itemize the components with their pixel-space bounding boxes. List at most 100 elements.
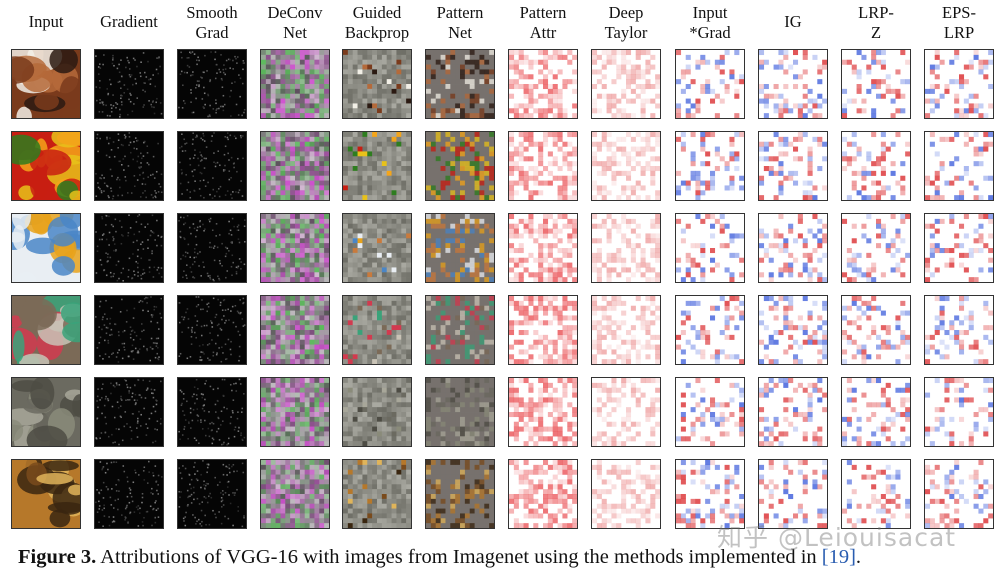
attribution-map <box>177 49 247 119</box>
attribution-map <box>841 49 911 119</box>
attribution-map <box>260 459 330 529</box>
attribution-map <box>675 295 745 365</box>
attribution-map-image <box>343 378 411 446</box>
column-header: DeConv Net <box>255 3 335 43</box>
attribution-map <box>924 131 994 201</box>
attribution-map <box>94 459 164 529</box>
attribution-map <box>260 213 330 283</box>
attribution-map <box>758 459 828 529</box>
attribution-map <box>342 49 412 119</box>
column-header: IG <box>753 3 833 32</box>
attribution-map <box>11 49 81 119</box>
attribution-map <box>342 213 412 283</box>
attribution-map-image <box>676 132 744 200</box>
attribution-map-image <box>842 214 910 282</box>
attribution-map-image <box>925 460 993 528</box>
attribution-map-image <box>592 50 660 118</box>
column-header-line: Grad <box>195 23 229 42</box>
attribution-map-image <box>343 460 411 528</box>
attribution-map-image <box>12 460 80 528</box>
column-header-line: LRP <box>943 23 975 42</box>
attribution-map <box>177 459 247 529</box>
attribution-map-image <box>759 296 827 364</box>
column-header-line: Z <box>870 23 882 42</box>
attribution-map-image <box>842 460 910 528</box>
attribution-map <box>508 131 578 201</box>
attribution-map <box>924 213 994 283</box>
attribution-map <box>841 213 911 283</box>
column-header-line: Net <box>448 23 472 42</box>
attribution-map-image <box>426 296 494 364</box>
attribution-map <box>508 459 578 529</box>
column-header-line: Input <box>28 12 64 31</box>
attribution-map <box>508 213 578 283</box>
column-header-line: Smooth <box>186 3 238 22</box>
column-header: LRP- Z <box>836 3 916 43</box>
attribution-map-image <box>925 132 993 200</box>
caption-text: Attributions of VGG-16 with images from … <box>96 546 822 568</box>
attribution-map-image <box>178 132 246 200</box>
caption-reference-link[interactable]: [19] <box>821 546 856 568</box>
attribution-map-image <box>95 132 163 200</box>
attribution-map-image <box>426 460 494 528</box>
figure-caption: Figure 3. Attributions of VGG-16 with im… <box>18 544 861 570</box>
attribution-map-image <box>676 214 744 282</box>
attribution-map-image <box>95 296 163 364</box>
attribution-map <box>425 295 495 365</box>
attribution-map <box>260 377 330 447</box>
attribution-map <box>260 131 330 201</box>
attribution-map <box>425 459 495 529</box>
attribution-map <box>94 295 164 365</box>
attribution-map-image <box>95 378 163 446</box>
column-header: Pattern Net <box>420 3 500 43</box>
attribution-map <box>591 131 661 201</box>
attribution-map-image <box>592 296 660 364</box>
attribution-map <box>260 49 330 119</box>
attribution-map <box>591 295 661 365</box>
attribution-map-image <box>178 296 246 364</box>
attribution-map <box>841 131 911 201</box>
attribution-map-image <box>261 214 329 282</box>
attribution-map <box>11 213 81 283</box>
attribution-map <box>425 49 495 119</box>
attribution-map-image <box>759 460 827 528</box>
column-header-line: Pattern <box>519 3 567 22</box>
attribution-map <box>675 213 745 283</box>
attribution-map <box>425 377 495 447</box>
attribution-map-image <box>178 50 246 118</box>
attribution-map-image <box>592 460 660 528</box>
attribution-map-image <box>759 50 827 118</box>
column-header: Guided Backprop <box>337 3 417 43</box>
attribution-map <box>841 377 911 447</box>
attribution-map-image <box>592 214 660 282</box>
attribution-map-image <box>261 132 329 200</box>
attribution-map-image <box>676 460 744 528</box>
attribution-map <box>11 131 81 201</box>
attribution-map <box>591 49 661 119</box>
attribution-map <box>11 295 81 365</box>
attribution-map-image <box>592 132 660 200</box>
column-header-line: Gradient <box>100 12 158 31</box>
attribution-map-image <box>676 378 744 446</box>
column-header-line: Input <box>692 3 728 22</box>
attribution-map-image <box>343 132 411 200</box>
attribution-map-image <box>95 460 163 528</box>
attribution-map <box>11 459 81 529</box>
attribution-map <box>924 459 994 529</box>
attribution-map <box>758 49 828 119</box>
attribution-map-image <box>509 460 577 528</box>
attribution-map-image <box>12 214 80 282</box>
attribution-map <box>841 459 911 529</box>
column-header: EPS- LRP <box>919 3 998 43</box>
attribution-map-image <box>178 214 246 282</box>
attribution-map-image <box>178 460 246 528</box>
attribution-map-image <box>261 50 329 118</box>
attribution-map-image <box>426 132 494 200</box>
attribution-map <box>177 131 247 201</box>
attribution-map <box>675 459 745 529</box>
attribution-map-image <box>759 378 827 446</box>
attribution-map-image <box>842 132 910 200</box>
attribution-map-image <box>592 378 660 446</box>
attribution-map-image <box>12 132 80 200</box>
